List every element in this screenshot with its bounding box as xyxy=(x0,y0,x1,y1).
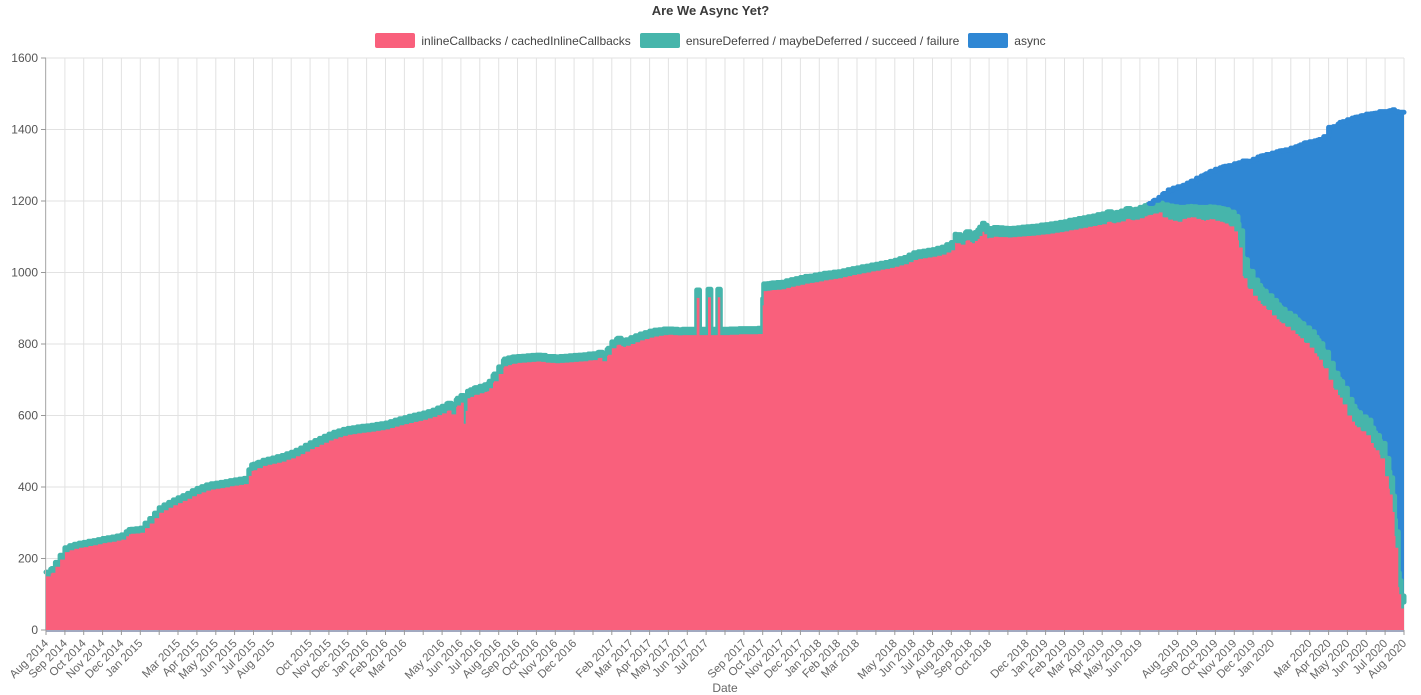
y-tick-label: 800 xyxy=(18,337,38,351)
legend-item-inlinecallbacks[interactable]: inlineCallbacks / cachedInlineCallbacks xyxy=(375,33,631,48)
legend: inlineCallbacks / cachedInlineCallbacks … xyxy=(0,33,1421,48)
chart-title: Are We Async Yet? xyxy=(651,3,770,18)
area-inlinecallbacks xyxy=(46,212,1404,630)
legend-item-ensuredeferred[interactable]: ensureDeferred / maybeDeferred / succeed… xyxy=(639,33,960,48)
x-axis-title: Date xyxy=(712,681,738,695)
y-tick-label: 0 xyxy=(31,623,38,637)
legend-item-async[interactable]: async xyxy=(968,33,1046,48)
legend-swatch-async xyxy=(968,33,1009,48)
edge-ensuredeferred xyxy=(43,200,1407,605)
y-tick-label: 1000 xyxy=(11,266,38,280)
y-tick-label: 600 xyxy=(18,409,38,423)
y-tick-label: 1200 xyxy=(11,194,38,208)
edge-async xyxy=(1146,107,1407,206)
legend-swatch-ensuredeferred xyxy=(639,33,680,48)
y-tick-label: 1400 xyxy=(11,123,38,137)
legend-label-inlinecallbacks: inlineCallbacks / cachedInlineCallbacks xyxy=(421,33,631,48)
legend-swatch-inlinecallbacks xyxy=(375,33,416,48)
plot-areas xyxy=(43,107,1407,631)
legend-label-ensuredeferred: ensureDeferred / maybeDeferred / succeed… xyxy=(685,33,960,48)
legend-label-async: async xyxy=(1014,33,1046,48)
y-tick-label: 400 xyxy=(18,480,38,494)
y-tick-label: 200 xyxy=(18,552,38,566)
y-tick-label: 1600 xyxy=(11,51,38,65)
